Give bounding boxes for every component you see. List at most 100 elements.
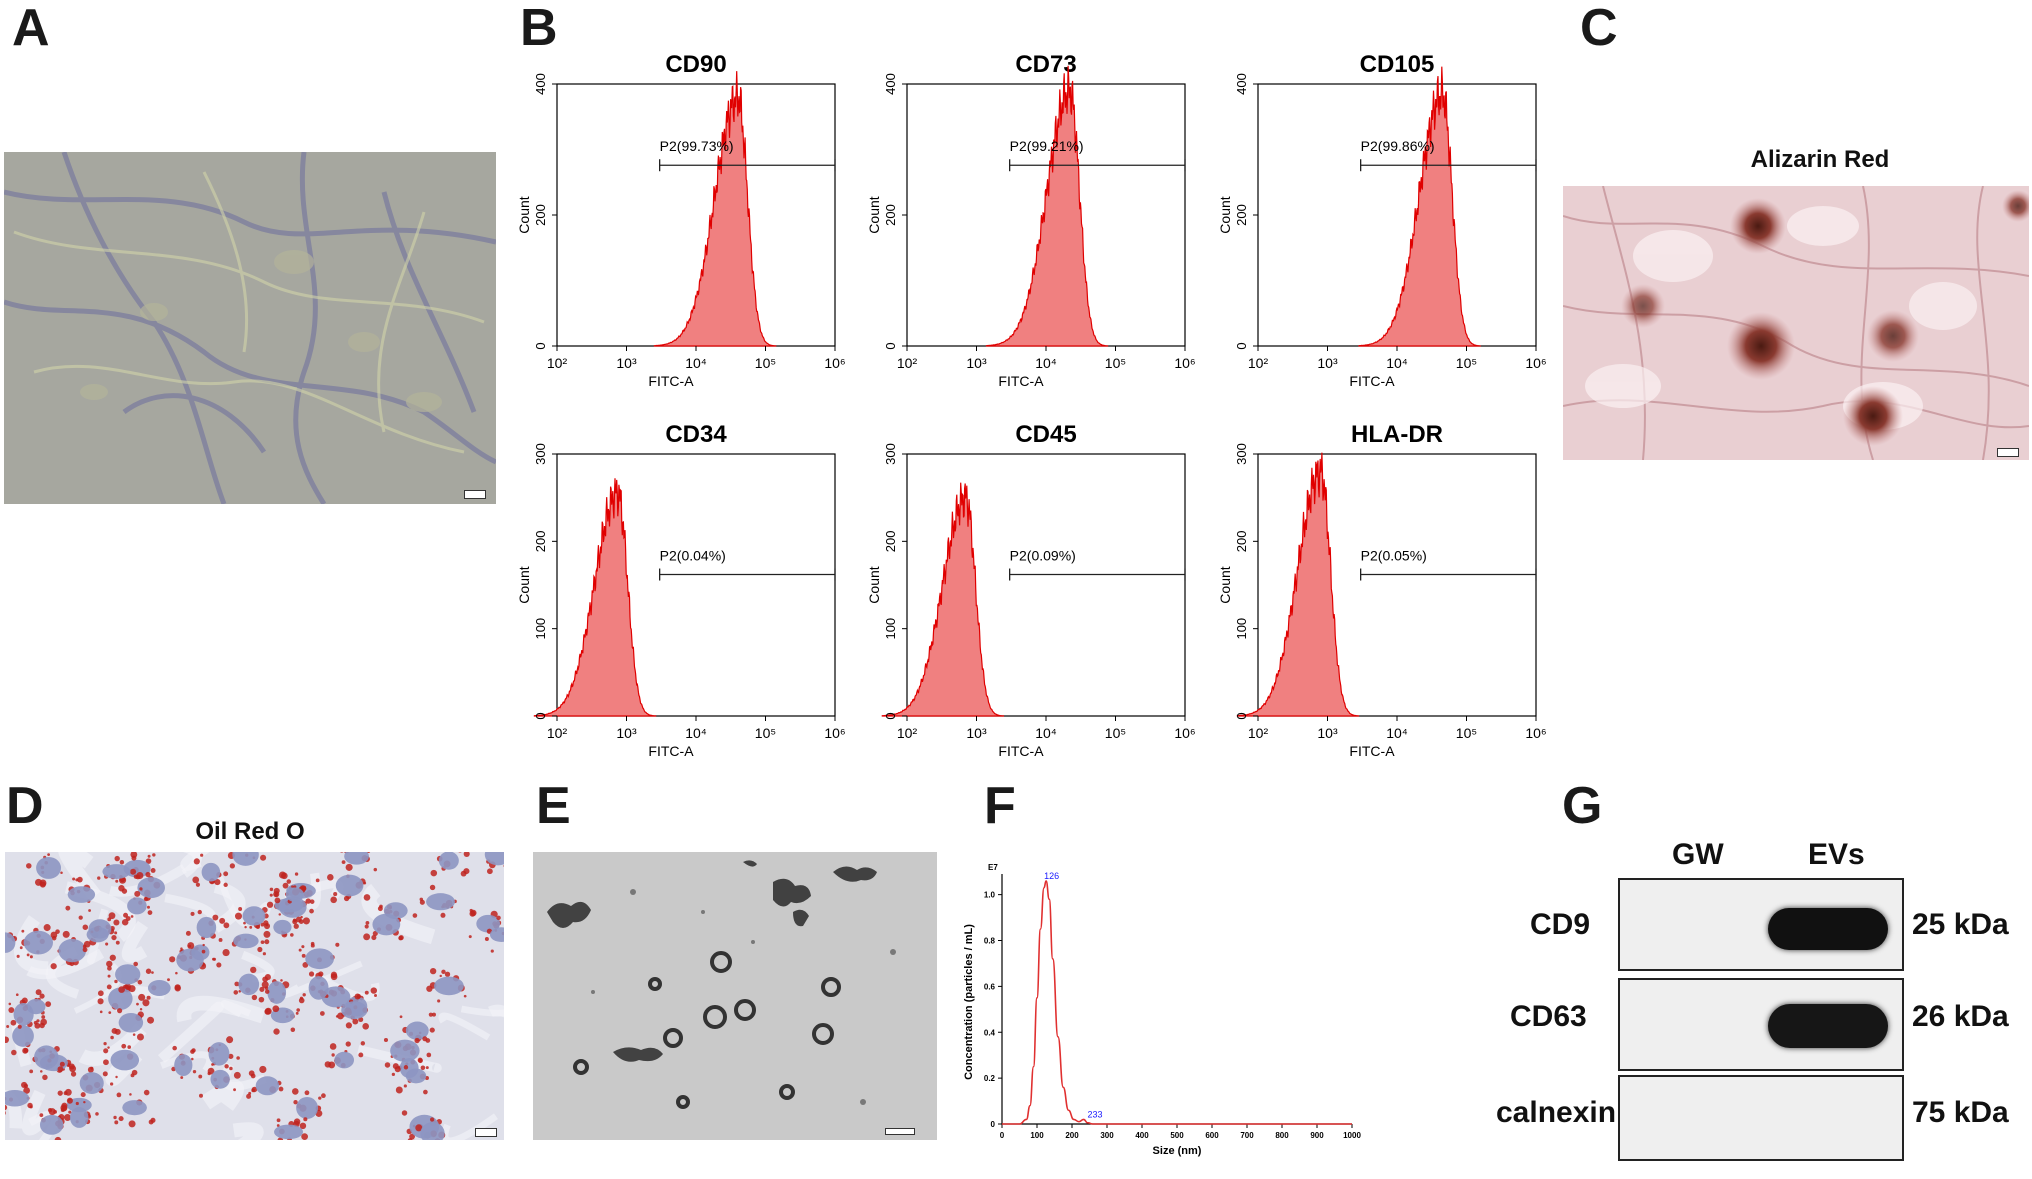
- panel-label-c: C: [1580, 0, 1618, 57]
- x-tick-label: 600: [1205, 1131, 1219, 1140]
- gate-label: P2(99.21%): [1010, 138, 1084, 154]
- x-tick-label: 10⁵: [1456, 355, 1477, 371]
- band-cd63-evs: [1768, 1004, 1888, 1048]
- plot-frame: [1257, 83, 1537, 347]
- x-axis-label: Size (nm): [1153, 1145, 1202, 1157]
- x-axis-label: FITC-A: [648, 743, 694, 759]
- panel-label-b: B: [520, 0, 558, 57]
- y-tick-label: 0.2: [984, 1074, 996, 1083]
- x-tick-label: 10³: [1317, 355, 1338, 371]
- y-tick-label: 100: [1234, 618, 1249, 640]
- x-tick-label: 10²: [1248, 725, 1269, 741]
- peak-label: 233: [1088, 1109, 1103, 1119]
- panel-label-g: G: [1562, 777, 1603, 835]
- x-tick-label: 10⁶: [824, 725, 845, 741]
- x-tick-label: 100: [1030, 1131, 1044, 1140]
- y-axis-label: Count: [866, 196, 882, 233]
- x-tick-label: 10⁴: [685, 725, 707, 741]
- y-tick-label: 100: [533, 618, 548, 640]
- wb-row-cd9: CD9: [1530, 908, 1591, 941]
- panel-label-d: D: [6, 777, 44, 835]
- flow-histogram-cd90: CD90 10² 10³ 10⁴ 10⁵ 10⁶ FITC-A 0 200 400 Count P2(…: [516, 51, 846, 389]
- flow-histogram-cd34: CD34 10² 10³ 10⁴ 10⁵ 10⁶ FITC-A 0 100 200 300 Count…: [516, 421, 846, 759]
- y-tick-label: 0: [883, 342, 898, 349]
- y-tick-label: 200: [533, 204, 548, 226]
- x-tick-label: 10⁶: [1174, 355, 1195, 371]
- flow-title: HLA-DR: [1351, 421, 1443, 448]
- x-tick-label: 10⁵: [1456, 725, 1477, 741]
- x-tick-label: 10³: [966, 355, 987, 371]
- y-tick-label: 0: [533, 342, 548, 349]
- scale-bar: [475, 1128, 497, 1137]
- y-tick-label: 0.8: [984, 937, 996, 946]
- x-tick-label: 10⁵: [1105, 355, 1126, 371]
- y-axis-label: Count: [866, 566, 882, 603]
- x-axis-label: FITC-A: [648, 373, 694, 389]
- gate-label: P2(0.05%): [1361, 548, 1427, 564]
- scale-bar: [464, 490, 486, 499]
- flow-histogram-cd105: CD105 10² 10³ 10⁴ 10⁵ 10⁶ FITC-A 0 200 400 Count P2…: [1217, 51, 1547, 389]
- wb-kda-calnexin: 75 kDa: [1912, 1096, 2009, 1129]
- x-tick-label: 1000: [1343, 1131, 1361, 1140]
- nta-series-line: [1002, 880, 1352, 1125]
- gate-label: P2(99.73%): [660, 138, 734, 154]
- y-tick-label: 0: [991, 1120, 996, 1129]
- y-tick-label: 200: [1234, 530, 1249, 552]
- band-cd9-evs: [1768, 908, 1888, 950]
- x-tick-label: 10⁴: [1386, 725, 1408, 741]
- y-tick-label: 200: [883, 530, 898, 552]
- wb-col-gw: GW: [1672, 838, 1724, 871]
- x-tick-label: 10²: [547, 725, 568, 741]
- y-axis-label: Count: [516, 566, 532, 603]
- flow-cytometry-grid: CD90 10² 10³ 10⁴ 10⁵ 10⁶ FITC-A 0 200 400 Count P2(…: [516, 51, 1547, 759]
- y-tick-label: 0.6: [984, 982, 996, 991]
- x-axis-label: FITC-A: [998, 743, 1044, 759]
- y-tick-label: 0: [883, 712, 898, 719]
- y-axis-label: Concentration (particles / mL): [963, 924, 975, 1080]
- x-tick-label: 10⁶: [1525, 725, 1546, 741]
- gate-label: P2(99.86%): [1361, 138, 1435, 154]
- y-tick-label: 200: [883, 204, 898, 226]
- y-tick-label: 200: [1234, 204, 1249, 226]
- peak-label: 126: [1044, 871, 1059, 881]
- x-tick-label: 700: [1240, 1131, 1254, 1140]
- x-tick-label: 10³: [616, 355, 637, 371]
- wb-kda-cd63: 26 kDa: [1912, 1000, 2009, 1033]
- flow-title: CD73: [1015, 51, 1076, 78]
- oil-red-title: Oil Red O: [195, 818, 305, 845]
- x-tick-label: 500: [1170, 1131, 1184, 1140]
- x-tick-label: 10⁴: [685, 355, 707, 371]
- y-tick-label: 300: [883, 443, 898, 465]
- micrograph-d: [5, 852, 504, 1140]
- wb-kda-cd9: 25 kDa: [1912, 908, 2009, 941]
- x-tick-label: 800: [1275, 1131, 1289, 1140]
- scale-bar: [1997, 448, 2019, 457]
- panel-label-a: A: [12, 0, 50, 57]
- y-tick-label: 0.4: [984, 1028, 996, 1037]
- y-tick-label: 300: [1234, 443, 1249, 465]
- wb-row-cd63: CD63: [1510, 1000, 1587, 1033]
- x-axis-label: FITC-A: [1349, 373, 1395, 389]
- x-tick-label: 10⁵: [755, 725, 776, 741]
- micrograph-c: [1563, 186, 2029, 460]
- x-tick-label: 10²: [547, 355, 568, 371]
- y-multiplier: E7: [988, 863, 998, 872]
- x-tick-label: 10⁴: [1035, 725, 1057, 741]
- x-axis-label: FITC-A: [998, 373, 1044, 389]
- x-tick-label: 10⁵: [1105, 725, 1126, 741]
- y-tick-label: 0: [1234, 712, 1249, 719]
- histogram-area: [653, 71, 777, 347]
- x-tick-label: 900: [1310, 1131, 1324, 1140]
- x-tick-label: 300: [1100, 1131, 1114, 1140]
- gate-label: P2(0.04%): [660, 548, 726, 564]
- y-tick-label: 400: [1234, 73, 1249, 95]
- x-tick-label: 10²: [1248, 355, 1269, 371]
- x-tick-label: 10²: [897, 725, 918, 741]
- blot-cd63: [1618, 978, 1904, 1071]
- x-tick-label: 10³: [966, 725, 987, 741]
- flow-title: CD45: [1015, 421, 1076, 448]
- flow-histogram-cd73: CD73 10² 10³ 10⁴ 10⁵ 10⁶ FITC-A 0 200 400 Count P2(…: [866, 51, 1196, 389]
- flow-title: CD90: [665, 51, 726, 78]
- x-tick-label: 0: [1000, 1131, 1005, 1140]
- scale-bar: [885, 1128, 915, 1135]
